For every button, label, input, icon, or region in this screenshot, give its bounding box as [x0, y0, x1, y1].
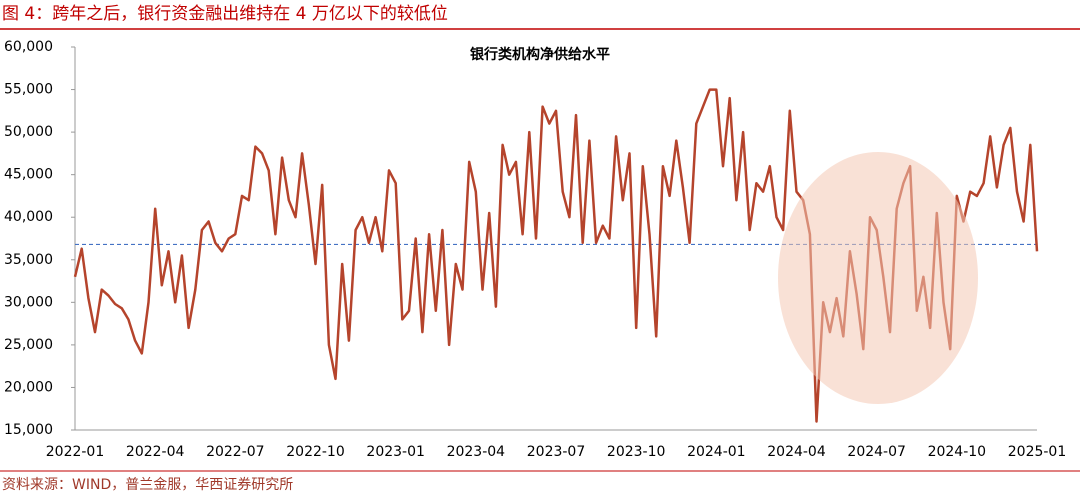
- y-tick-label: 60,000: [4, 39, 53, 55]
- y-tick-label: 35,000: [4, 252, 53, 268]
- y-tick-label: 40,000: [4, 209, 53, 225]
- y-tick-label: 50,000: [4, 124, 53, 140]
- y-tick-label: 55,000: [4, 82, 53, 98]
- x-tick-label: 2022-07: [206, 444, 265, 460]
- y-tick-label: 20,000: [4, 379, 53, 395]
- x-tick-label: 2024-04: [767, 444, 826, 460]
- highlight-circle: [778, 152, 978, 404]
- y-tick-label: 15,000: [4, 422, 53, 438]
- x-tick-label: 2025-01: [1008, 444, 1067, 460]
- figure-title: 图 4：跨年之后，银行资金融出维持在 4 万亿以下的较低位: [2, 4, 448, 24]
- x-tick-label: 2024-10: [928, 444, 987, 460]
- x-tick-label: 2022-10: [286, 444, 345, 460]
- x-tick-label: 2022-01: [46, 444, 105, 460]
- x-tick-label: 2023-10: [607, 444, 666, 460]
- x-tick-label: 2023-04: [447, 444, 506, 460]
- x-tick-label: 2024-01: [687, 444, 746, 460]
- y-tick-label: 25,000: [4, 337, 53, 353]
- x-tick-label: 2022-04: [126, 444, 185, 460]
- x-tick-label: 2024-07: [847, 444, 906, 460]
- y-tick-label: 45,000: [4, 167, 53, 183]
- x-tick-label: 2023-07: [527, 444, 586, 460]
- y-tick-label: 30,000: [4, 294, 53, 310]
- source: 资料来源：WIND，普兰金服，华西证券研究所: [2, 477, 293, 493]
- x-tick-label: 2023-01: [366, 444, 425, 460]
- chart-title: 银行类机构净供给水平: [470, 46, 610, 63]
